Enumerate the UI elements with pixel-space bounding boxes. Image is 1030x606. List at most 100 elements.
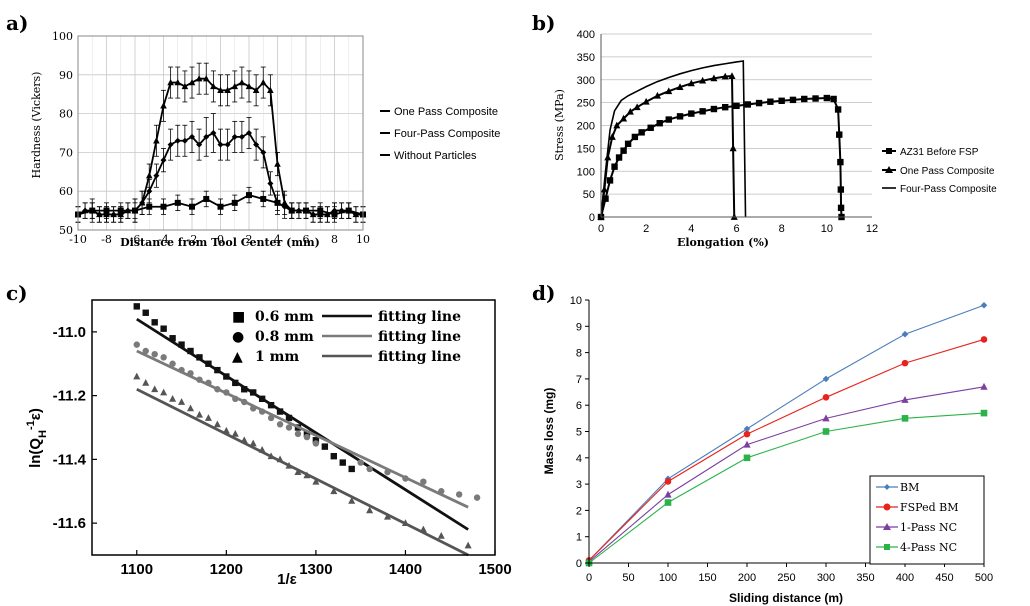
data-point	[252, 86, 260, 94]
data-point	[789, 96, 797, 104]
data-point	[250, 405, 257, 412]
panel-b-x-label: Elongation (%)	[677, 236, 769, 249]
data-point	[455, 491, 463, 498]
data-point	[767, 98, 774, 105]
data-point	[980, 382, 988, 390]
data-point	[743, 425, 751, 433]
data-point	[186, 404, 195, 412]
data-point	[246, 130, 252, 136]
legend-b-marker-2	[885, 166, 893, 173]
data-point	[733, 102, 740, 110]
x-tick-label: 12	[866, 223, 878, 235]
data-point	[743, 430, 751, 438]
data-point	[187, 347, 194, 355]
data-point	[246, 192, 252, 199]
data-point	[214, 386, 221, 393]
y-tick-label: -11.2	[53, 388, 86, 405]
x-tick-label: 100	[659, 572, 677, 584]
legend-d-label-3: 1-Pass NC	[900, 521, 957, 534]
legend-a-label-3: Without Particles	[394, 150, 477, 162]
data-point	[721, 72, 729, 80]
legend-c-symbol-1: ■	[232, 309, 245, 325]
data-point	[195, 410, 203, 418]
y-tick-label: 150	[577, 143, 595, 155]
legend-d-marker-2	[883, 503, 891, 511]
data-point	[231, 430, 239, 437]
data-point	[174, 199, 181, 206]
data-point	[303, 207, 309, 214]
data-point	[167, 78, 174, 86]
data-point	[303, 471, 311, 479]
x-tick-label: 400	[896, 572, 914, 584]
data-point	[901, 415, 909, 422]
legend-a-label-1: One Pass Composite	[394, 106, 498, 118]
data-point	[688, 110, 695, 117]
data-point	[232, 379, 239, 387]
data-point	[224, 86, 231, 94]
panel-label-c: c)	[6, 281, 28, 305]
data-point	[274, 160, 281, 167]
data-point	[620, 147, 627, 154]
legend-c-fit-label-1: fitting line	[378, 309, 461, 325]
x-tick-label: 1200	[210, 561, 243, 578]
y-tick-label: 70	[59, 146, 73, 159]
panel-b-series	[597, 60, 845, 221]
y-tick-label: 7	[576, 374, 582, 386]
x-tick-label: 300	[817, 572, 835, 584]
data-point	[812, 95, 819, 102]
data-point	[822, 375, 830, 383]
panel-label-b: b)	[532, 11, 555, 35]
y-tick-label: -11.0	[53, 324, 86, 341]
legend-c-fit-label-3: fitting line	[378, 349, 461, 365]
data-point	[980, 409, 988, 417]
data-point	[755, 99, 763, 107]
data-point	[241, 386, 248, 393]
data-point	[778, 97, 785, 104]
data-point	[276, 421, 284, 428]
data-point	[132, 207, 138, 214]
data-point	[699, 108, 706, 115]
fitting-line	[136, 349, 469, 509]
x-tick-label: 2	[643, 223, 649, 235]
y-tick-label: 9	[576, 321, 582, 333]
panel-d-legend: BM FSPed BM 1-Pass NC 4-Pass NC	[869, 475, 985, 565]
panel-c-x-label: 1/ε	[277, 571, 297, 588]
x-tick-label: 10	[821, 223, 833, 235]
data-point	[699, 76, 707, 84]
panel-b-legend: AZ31 Before FSP One Pass Composite Four-…	[882, 147, 997, 195]
x-tick-label: 1300	[299, 561, 332, 578]
data-point	[294, 468, 302, 476]
data-point	[231, 82, 239, 90]
y-tick-label: 1	[576, 532, 582, 544]
data-point	[473, 494, 481, 501]
data-point	[241, 398, 248, 406]
data-point	[160, 157, 167, 164]
data-point	[664, 499, 672, 506]
panel-c-legend: ■ 0.6 mm fitting line ● 0.8 mm fitting l…	[232, 309, 461, 365]
data-point	[238, 133, 245, 140]
y-tick-label: 8	[576, 348, 582, 360]
data-point	[309, 210, 317, 218]
y-tick-label: 90	[59, 69, 73, 82]
data-point	[217, 86, 224, 94]
data-point	[260, 149, 267, 156]
data-point	[258, 395, 266, 403]
data-point	[142, 309, 149, 316]
x-tick-label: 10	[356, 233, 370, 246]
data-point	[253, 141, 260, 148]
legend-b-label-2: One Pass Composite	[900, 166, 995, 177]
series-line	[600, 75, 736, 218]
y-tick-label: 80	[59, 108, 73, 121]
fitting-line	[136, 387, 469, 557]
data-point	[710, 74, 718, 82]
data-point	[801, 95, 808, 103]
data-point	[151, 350, 158, 358]
data-point	[142, 379, 150, 386]
data-point	[146, 203, 153, 210]
x-tick-label: 1400	[389, 561, 422, 578]
y-tick-label: 100	[52, 30, 73, 43]
panel-d-series	[585, 301, 988, 567]
y-tick-label: -11.6	[53, 515, 86, 532]
data-point	[196, 354, 203, 361]
